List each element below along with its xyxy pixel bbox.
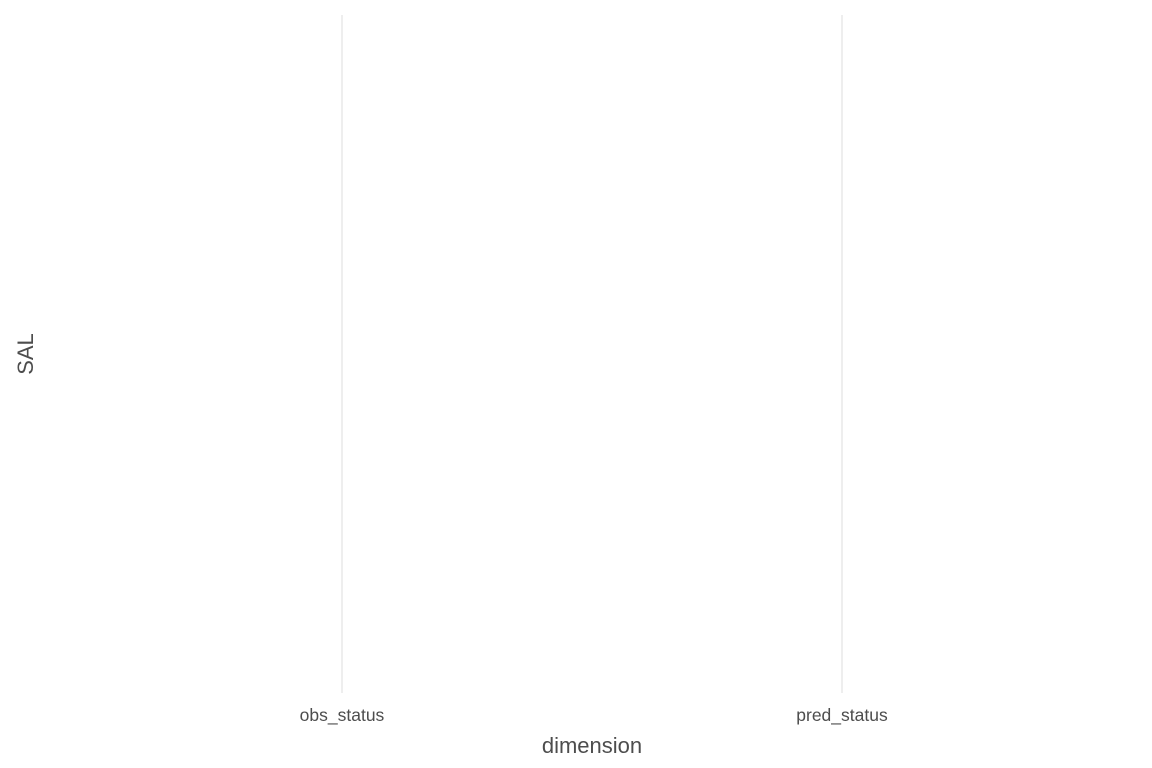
x-axis-title: dimension bbox=[542, 733, 642, 758]
y-axis-title: SAL bbox=[13, 333, 38, 375]
gridlines bbox=[341, 15, 843, 693]
x-axis-tick-labels: obs_status pred_status bbox=[300, 705, 888, 726]
x-tick-label-pred-status: pred_status bbox=[796, 705, 888, 726]
x-tick-label-obs-status: obs_status bbox=[300, 705, 385, 726]
